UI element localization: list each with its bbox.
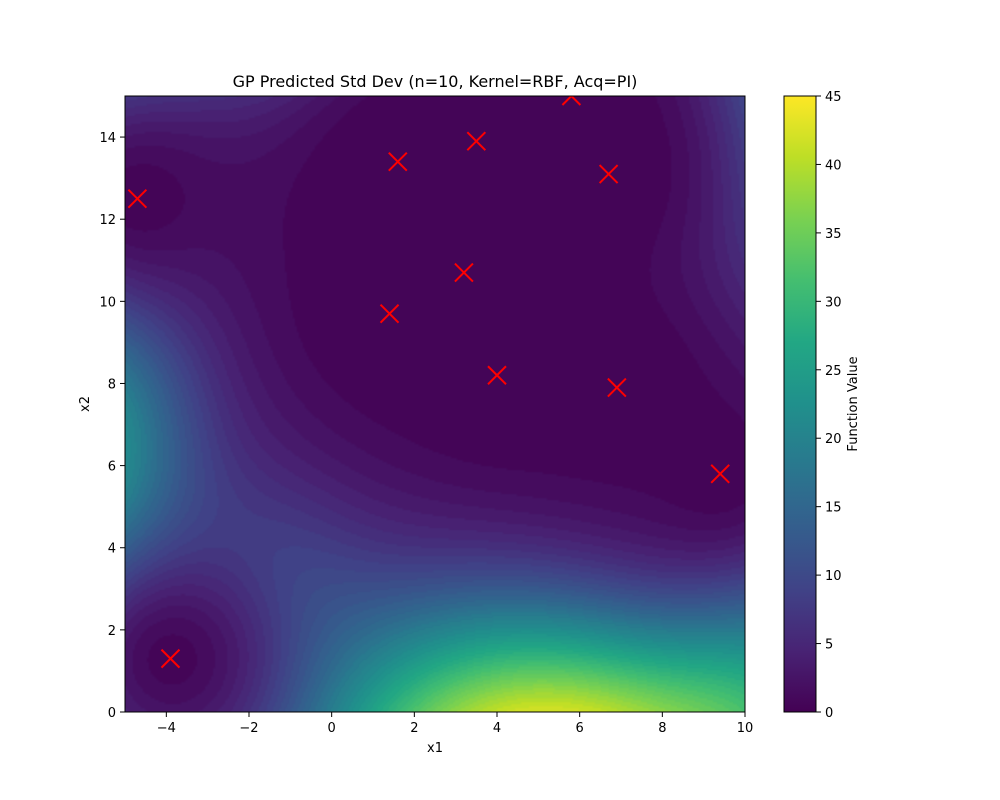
x-tick-label: −2 [239, 721, 258, 736]
sample-point-marker [561, 96, 582, 106]
sample-point-marker [710, 464, 730, 484]
sample-point-marker [379, 303, 400, 324]
x-tick-label: 4 [493, 721, 501, 736]
x-axis: −4 −2 0 2 4 6 8 10 [157, 712, 754, 736]
sample-point-marker [598, 164, 619, 184]
colorbar-ticks: 0 5 10 15 20 25 30 35 40 45 [816, 90, 842, 721]
y-tick-label: 8 [108, 377, 116, 392]
colorbar-tick-label: 40 [825, 158, 842, 173]
x-tick-label: 6 [576, 721, 584, 736]
y-tick-label: 2 [108, 624, 116, 639]
plot-area [124, 95, 746, 713]
x-tick-label: −4 [157, 721, 176, 736]
colorbar-tick-label: 35 [825, 227, 842, 242]
x-tick-label: 10 [737, 721, 754, 736]
y-tick-label: 14 [99, 131, 116, 146]
x-tick-label: 2 [410, 721, 418, 736]
sample-point-marker [607, 377, 627, 398]
sample-point-marker [127, 188, 148, 209]
y-tick-label: 0 [108, 706, 116, 721]
y-tick-label: 6 [108, 460, 116, 475]
colorbar-label: Function Value [846, 356, 861, 451]
y-axis-label: x2 [78, 396, 93, 412]
colorbar-tick-label: 25 [825, 364, 842, 379]
colorbar-gradient [784, 96, 816, 712]
x-tick-label: 8 [658, 721, 666, 736]
colorbar-tick-label: 30 [825, 295, 842, 310]
y-tick-label: 12 [99, 213, 116, 228]
x-axis-label: x1 [427, 741, 443, 756]
colorbar-frame [783, 95, 817, 713]
y-tick-label: 10 [99, 295, 116, 310]
chart-title: GP Predicted Std Dev (n=10, Kernel=RBF, … [233, 72, 638, 91]
std-dev-heatmap [125, 96, 745, 712]
colorbar-tick-label: 15 [825, 501, 842, 516]
y-axis: 0 2 4 6 8 10 12 14 [99, 131, 125, 721]
colorbar-tick-label: 0 [825, 706, 833, 721]
sample-point-marker [466, 131, 487, 151]
plot-frame [124, 95, 746, 713]
colorbar-tick-label: 10 [825, 569, 842, 584]
x-tick-label: 0 [328, 721, 336, 736]
sample-point-marker [388, 151, 408, 172]
sample-markers [127, 96, 730, 669]
colorbar-tick-label: 5 [825, 638, 833, 653]
colorbar: 0 5 10 15 20 25 30 35 40 45 Function Value [783, 90, 861, 721]
sample-point-marker [160, 648, 181, 669]
sample-point-marker [454, 262, 474, 283]
sample-point-marker [487, 365, 507, 385]
colorbar-tick-label: 20 [825, 432, 842, 447]
y-tick-label: 4 [108, 542, 116, 557]
colorbar-tick-label: 45 [825, 90, 842, 105]
